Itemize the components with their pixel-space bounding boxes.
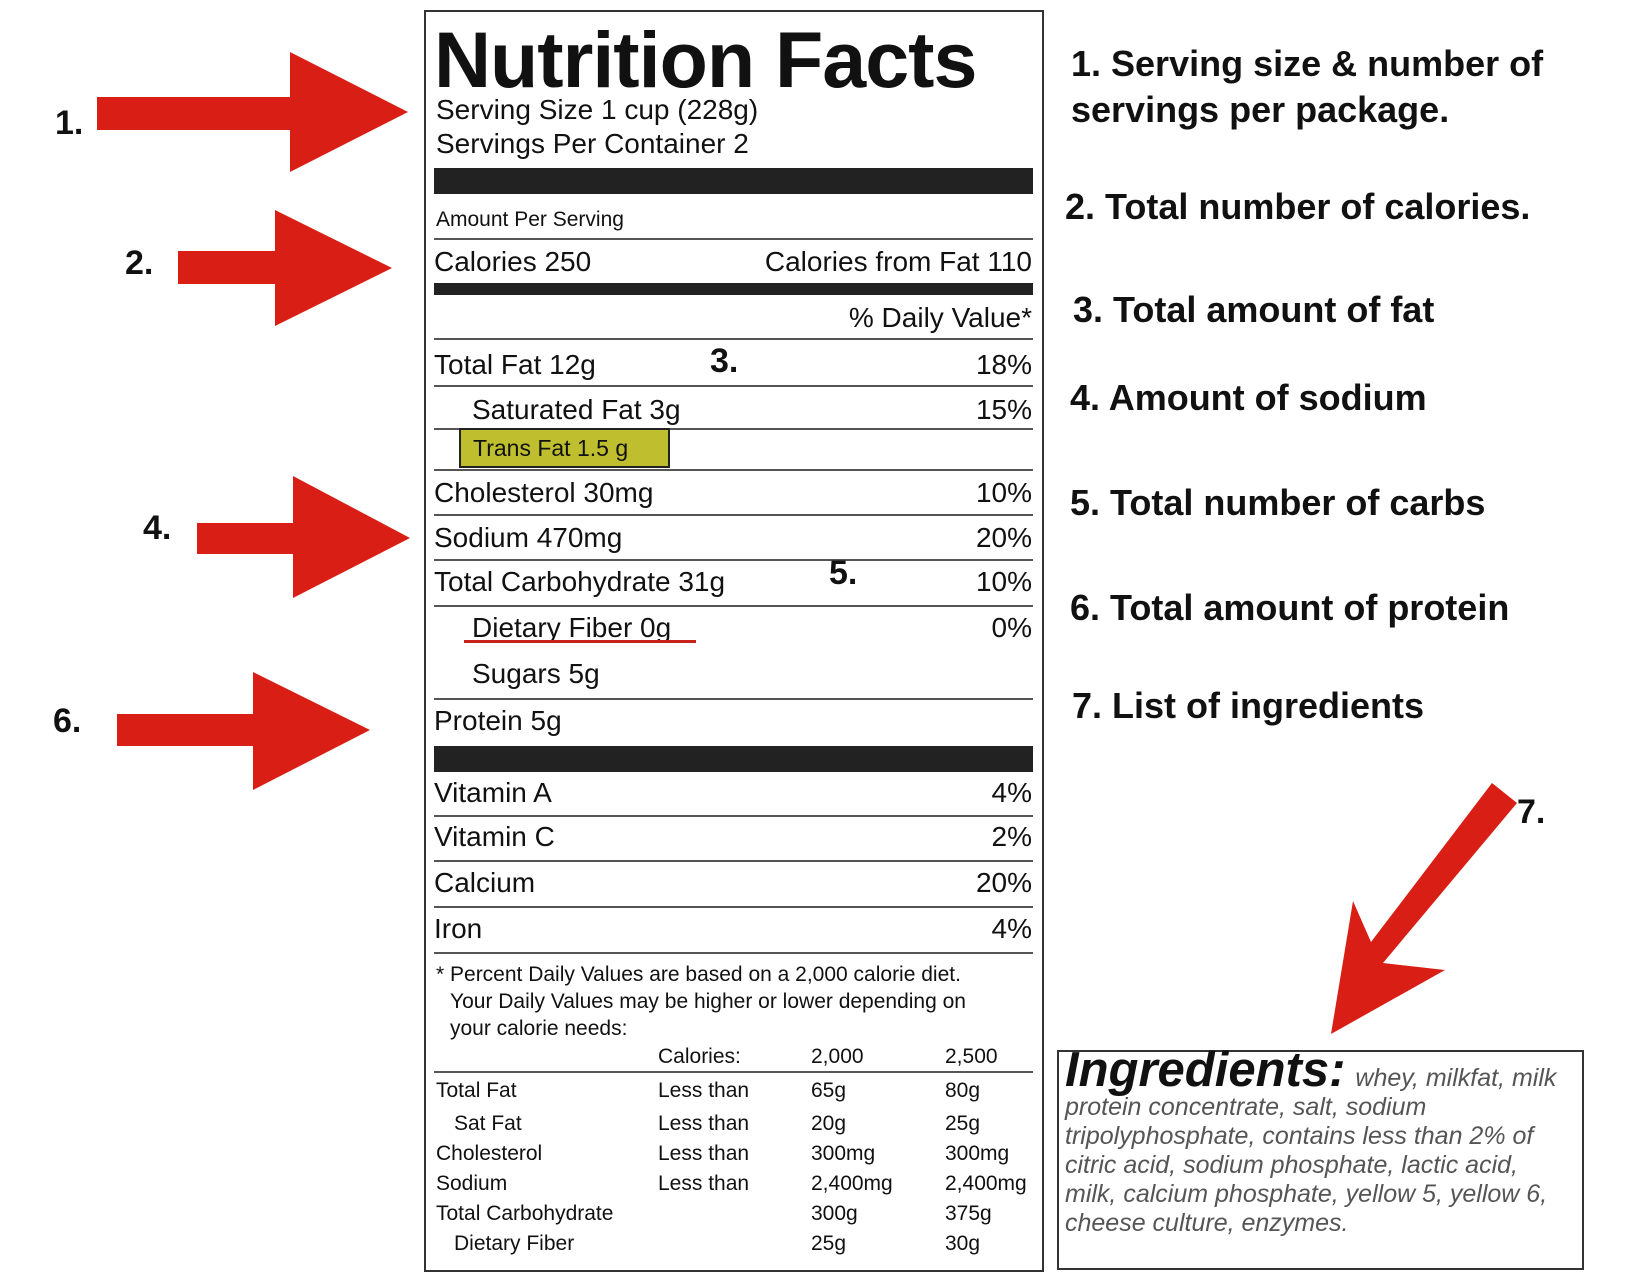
thick-bar [434, 168, 1033, 194]
calories-from-fat: Calories from Fat 110 [764, 246, 1032, 277]
divider [434, 469, 1033, 471]
table-row-label: Cholesterol [436, 1142, 543, 1165]
nutrient-dv: 10% [975, 566, 1032, 597]
annotation-2: 2. Total number of calories. [1065, 186, 1531, 227]
nutrient-dv: 20% [975, 522, 1032, 553]
divider [434, 514, 1033, 516]
footnote-line: Your Daily Values may be higher or lower… [450, 990, 966, 1013]
nutrient-dv: 0% [991, 612, 1032, 643]
vitamin-name: Vitamin A [434, 777, 552, 808]
table-row-qualifier: Less than [658, 1142, 750, 1165]
vitamin-name: Iron [434, 913, 483, 944]
annotation-3: 3. Total amount of fat [1073, 289, 1435, 330]
label-title: Nutrition Facts [434, 15, 977, 104]
arrow-number-1: 1. [55, 104, 84, 142]
vitamin-name: Calcium [434, 867, 536, 898]
nutrient-name: Protein 5g [434, 705, 562, 736]
table-row-value: 20g [811, 1112, 847, 1135]
nutrient-dv: 10% [975, 477, 1032, 508]
arrow-number-5: 5. [829, 554, 858, 592]
divider [434, 860, 1033, 862]
thick-bar [434, 746, 1033, 772]
divider [434, 1071, 1033, 1073]
table-row-value: 65g [811, 1079, 847, 1102]
amount-per-serving: Amount Per Serving [436, 208, 624, 231]
table-row-value: 2,400mg [945, 1172, 1027, 1195]
footnote-line: your calorie needs: [450, 1017, 628, 1040]
arrow-7 [1331, 783, 1517, 1034]
arrow-number-4: 4. [143, 509, 172, 547]
table-row-value: 25g [945, 1112, 981, 1135]
divider [434, 385, 1033, 387]
table-row-value: 25g [811, 1232, 847, 1255]
table-row-value: 300mg [945, 1142, 1010, 1165]
annotation-5: 5. Total number of carbs [1070, 482, 1486, 523]
arrow-number-3: 3. [710, 342, 739, 380]
arrow-number-7: 7. [1517, 793, 1546, 831]
nutrient-name: Cholesterol 30mg [434, 477, 654, 508]
nutrient-name: Sugars 5g [472, 658, 600, 689]
table-row-label: Dietary Fiber [454, 1232, 575, 1255]
nutrient-name: Dietary Fiber 0g [472, 612, 672, 643]
footnote-line: * Percent Daily Values are based on a 2,… [436, 963, 961, 986]
table-header-2000: 2,000 [811, 1045, 864, 1068]
daily-value-header: % Daily Value* [848, 302, 1032, 333]
divider [434, 952, 1033, 954]
vitamin-dv: 2% [991, 821, 1032, 852]
arrow-number-2: 2. [125, 244, 154, 282]
serving-size: Serving Size 1 cup (228g) [436, 94, 759, 125]
annotation-4: 4. Amount of sodium [1070, 377, 1427, 418]
table-row-value: 30g [945, 1232, 981, 1255]
vitamin-name: Vitamin C [434, 821, 555, 852]
table-row-value: 375g [945, 1202, 992, 1225]
annotation-1-line-1: 1. Serving size & number of [1071, 43, 1544, 84]
arrow-1 [97, 52, 408, 172]
annotation-7: 7. List of ingredients [1072, 685, 1425, 726]
calories: Calories 250 [434, 246, 592, 277]
divider [434, 238, 1033, 240]
table-row-value: 300mg [811, 1142, 876, 1165]
vitamin-dv: 20% [975, 867, 1032, 898]
annotation-6: 6. Total amount of protein [1070, 587, 1510, 628]
arrow-number-6: 6. [53, 702, 82, 740]
arrow-6 [117, 672, 370, 790]
table-row-value: 80g [945, 1079, 981, 1102]
table-row-value: 2,400mg [811, 1172, 893, 1195]
table-row-value: 300g [811, 1202, 858, 1225]
divider [434, 559, 1033, 561]
divider [434, 428, 1033, 430]
vitamin-dv: 4% [991, 777, 1032, 808]
table-header-calories: Calories: [658, 1045, 741, 1068]
ingredients-box: Ingredients: whey, milkfat, milk protein … [1057, 1046, 1584, 1270]
dietary-fiber-underline [464, 640, 696, 643]
arrow-4 [197, 476, 410, 598]
table-row-label: Sat Fat [454, 1112, 522, 1135]
divider [434, 338, 1033, 340]
table-row-label: Total Carbohydrate [436, 1202, 614, 1225]
medium-bar [434, 283, 1033, 295]
ingredients-heading: Ingredients: [1065, 1043, 1346, 1097]
divider [434, 605, 1033, 607]
trans-fat-highlight: Trans Fat 1.5 g [459, 428, 670, 468]
annotation-1-line-2: servings per package. [1071, 89, 1450, 130]
nutrient-name: Total Carbohydrate 31g [434, 566, 726, 597]
nutrient-dv: 18% [975, 349, 1032, 380]
servings-per-container: Servings Per Container 2 [436, 128, 749, 159]
table-row-label: Sodium [436, 1172, 508, 1195]
ingredients-text: whey, milkfat, milk protein concentrate,… [1065, 1064, 1557, 1237]
arrow-2 [178, 210, 392, 326]
table-row-label: Total Fat [436, 1079, 517, 1102]
vitamin-dv: 4% [991, 913, 1032, 944]
table-header-2500: 2,500 [945, 1045, 998, 1068]
divider [434, 698, 1033, 700]
nutrient-name: Saturated Fat 3g [472, 394, 681, 425]
nutrient-dv: 15% [975, 394, 1032, 425]
table-row-qualifier: Less than [658, 1172, 750, 1195]
divider [434, 815, 1033, 817]
table-row-qualifier: Less than [658, 1079, 750, 1102]
table-row-qualifier: Less than [658, 1112, 750, 1135]
nutrient-name: Total Fat 12g [434, 349, 596, 380]
divider [434, 906, 1033, 908]
nutrient-name: Sodium 470mg [434, 522, 623, 553]
